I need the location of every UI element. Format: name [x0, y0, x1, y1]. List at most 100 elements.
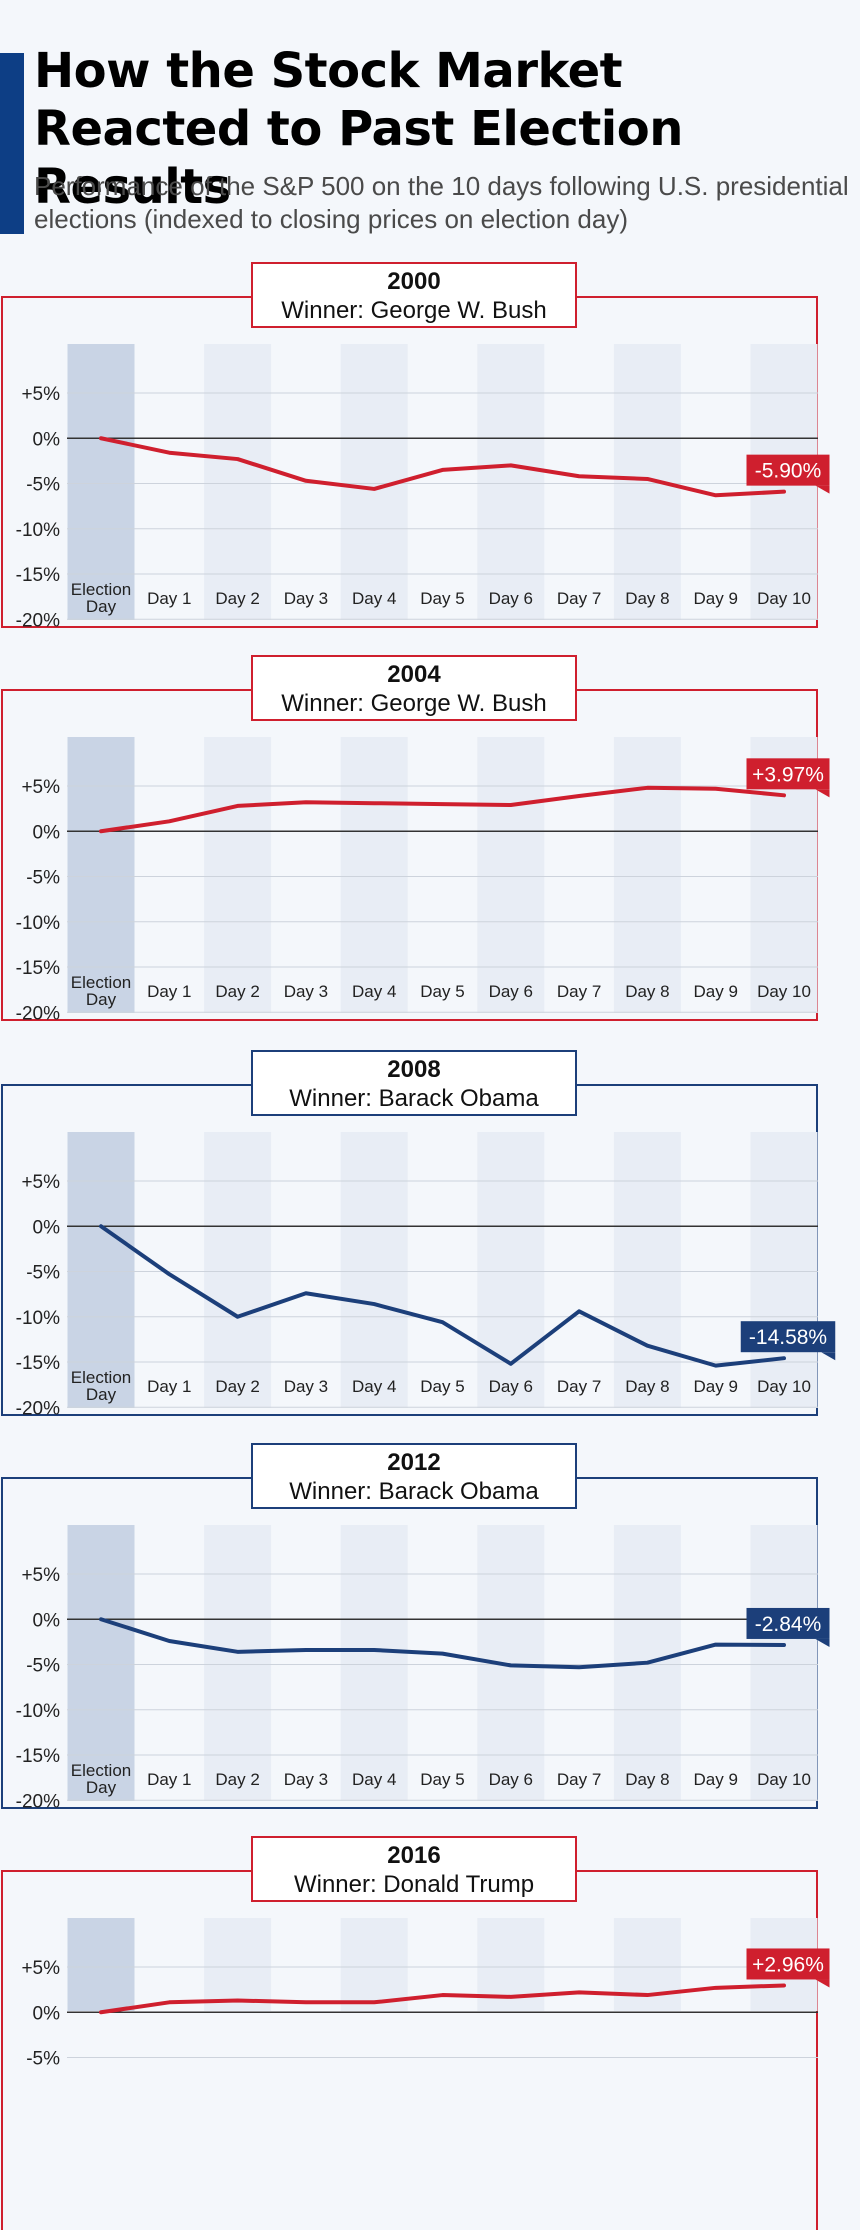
y-tick-label: -5%: [26, 1656, 60, 1677]
x-tick-label: Day 5: [420, 1770, 464, 1789]
x-tick-label: Day 4: [352, 1377, 396, 1396]
x-tick-label: Day 10: [757, 589, 811, 608]
x-tick-label: Day 4: [352, 1770, 396, 1789]
x-tick-label: Day 5: [420, 589, 464, 608]
data-point: [645, 477, 649, 481]
chart-header-2016: 2016 Winner: Donald Trump: [251, 1836, 577, 1902]
end-value-badge: [746, 454, 830, 486]
x-tick-label: Day 8: [625, 1770, 669, 1789]
x-tick-label: Day 3: [284, 1770, 328, 1789]
election-day-band: [67, 344, 135, 620]
y-tick-label: -15%: [16, 1353, 60, 1374]
chart-winner: Winner: Barack Obama: [289, 1085, 539, 1112]
x-tick-label: Day 9: [693, 589, 737, 608]
x-tick-label: Election Day: [71, 580, 131, 616]
data-point: [714, 787, 718, 791]
y-tick-label: -20%: [16, 1003, 60, 1024]
x-tick-label: Day 8: [625, 1377, 669, 1396]
x-tick-label: Day 9: [693, 1377, 737, 1396]
y-tick-label: +5%: [21, 1958, 60, 1979]
data-point: [236, 1315, 240, 1319]
data-point: [645, 1993, 649, 1997]
x-tick-label: Day 7: [557, 982, 601, 1001]
x-tick-label: Day 2: [215, 1377, 259, 1396]
end-value-badge: [746, 1948, 830, 1980]
badge-pointer: [815, 1979, 830, 1988]
y-tick-label: 0%: [33, 822, 61, 843]
x-tick-label: Day 10: [757, 982, 811, 1001]
x-tick-label: Day 8: [625, 982, 669, 1001]
x-tick-label: Day 2: [215, 982, 259, 1001]
x-tick-label: Day 10: [757, 1377, 811, 1396]
data-point: [509, 463, 513, 467]
y-tick-label: -5%: [26, 1263, 60, 1284]
data-point: [304, 1648, 308, 1652]
category-band: [340, 737, 408, 1013]
data-point: [304, 479, 308, 483]
y-tick-label: -5%: [26, 868, 60, 889]
x-tick-label: Day 3: [284, 982, 328, 1001]
category-band: [750, 1132, 818, 1408]
data-point: [645, 1344, 649, 1348]
x-tick-label: Day 7: [557, 1377, 601, 1396]
data-point: [167, 2000, 171, 2004]
y-tick-label: -10%: [16, 1308, 60, 1329]
page-subtitle: Performance of the S&P 500 on the 10 day…: [34, 171, 849, 234]
x-tick-label: Election Day: [71, 1368, 131, 1404]
data-point: [509, 803, 513, 807]
data-point: [304, 2000, 308, 2004]
data-point: [714, 1986, 718, 1990]
badge-pointer: [815, 789, 830, 798]
y-tick-label: 0%: [33, 429, 61, 450]
chart-winner: Winner: George W. Bush: [281, 297, 547, 324]
data-point: [441, 802, 444, 806]
series-line: [99, 1983, 786, 2015]
data-point: [372, 801, 376, 805]
data-point: [782, 793, 786, 797]
x-tick-label: Day 4: [352, 589, 396, 608]
data-point: [236, 1650, 240, 1654]
chart-winner: Winner: George W. Bush: [281, 690, 547, 717]
accent-bar: [0, 53, 24, 234]
chart-winner: Winner: Donald Trump: [293, 1871, 535, 1898]
y-tick-label: -10%: [16, 913, 60, 934]
y-tick-label: +5%: [21, 384, 60, 405]
line-chart-2000: +5% 0% -5% -10% -15% -20% Election Day Day 1 Day …: [16, 344, 830, 631]
x-tick-label: Day 6: [489, 589, 533, 608]
data-point: [304, 1291, 308, 1295]
end-value-badge: [746, 758, 830, 790]
end-value-label: -5.90%: [755, 460, 822, 483]
data-point: [167, 819, 171, 823]
chart-header-2012: 2012 Winner: Barack Obama: [251, 1443, 577, 1509]
election-day-band: [67, 1132, 135, 1408]
data-point: [782, 490, 786, 494]
data-point: [304, 800, 308, 804]
y-tick-label: -5%: [26, 2049, 60, 2070]
data-point: [782, 1983, 786, 1987]
end-value-label: -14.58%: [749, 1326, 827, 1349]
chart-year: 2012: [387, 1449, 441, 1476]
x-tick-label: Day 1: [147, 589, 191, 608]
end-value-label: +3.97%: [752, 763, 824, 786]
x-tick-label: Day 4: [352, 982, 396, 1001]
y-tick-label: 0%: [33, 2003, 61, 2024]
x-tick-label: Election Day: [71, 973, 131, 1009]
y-tick-label: -5%: [26, 475, 60, 496]
category-band: [204, 344, 272, 620]
chart-year: 2004: [387, 661, 441, 688]
data-point: [236, 804, 240, 808]
x-tick-label: Day 2: [215, 589, 259, 608]
category-band: [477, 1132, 545, 1408]
y-tick-label: -20%: [16, 1398, 60, 1419]
y-tick-label: +5%: [21, 1172, 60, 1193]
y-tick-label: -20%: [16, 1791, 60, 1812]
x-tick-label: Day 7: [557, 589, 601, 608]
data-point: [372, 1648, 376, 1652]
series-line: [99, 436, 786, 498]
election-day-band: [67, 737, 135, 1013]
x-tick-label: Day 7: [557, 1770, 601, 1789]
x-tick-label: Day 9: [693, 982, 737, 1001]
end-value-badge: [740, 1321, 836, 1353]
data-point: [782, 1643, 786, 1647]
data-point: [577, 1309, 581, 1313]
